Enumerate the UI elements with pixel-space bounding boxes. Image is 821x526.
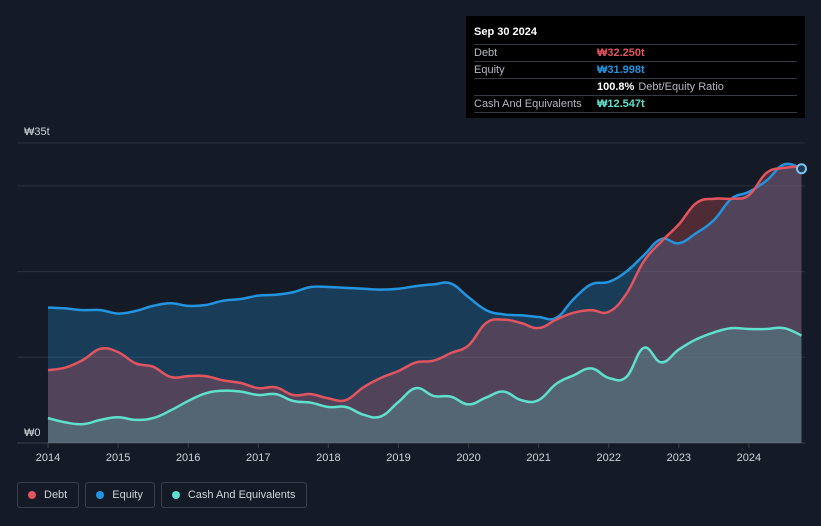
tooltip-label (474, 79, 597, 95)
line-debt (47, 165, 802, 403)
area-debt (48, 166, 802, 443)
legend-dot-icon (96, 491, 105, 499)
grid-lines (17, 142, 805, 444)
legend-dot-icon (28, 491, 36, 499)
tooltip-row-debt: Debt ₩32.250t (474, 44, 797, 61)
line-equity (47, 162, 802, 321)
y-axis: ₩35t ₩0 (24, 126, 50, 439)
x-tick-label: 2015 (106, 452, 130, 464)
x-axis: 2014 2015 2016 2017 2018 2019 2020 2021 2022 2023… (36, 443, 761, 464)
y-tick-label: ₩35t (24, 126, 50, 138)
legend-label: Cash And Equivalents (187, 489, 296, 501)
legend-label: Equity (112, 489, 143, 501)
legend-item-equity[interactable]: Equity (85, 482, 155, 508)
x-tick-label: 2014 (36, 452, 60, 464)
series-areas (48, 163, 802, 443)
x-tick-label: 2022 (596, 452, 620, 464)
legend-dot-icon (171, 491, 180, 499)
tooltip-value: ₩31.998t (597, 64, 645, 76)
tooltip-value: 100.8% (597, 81, 635, 93)
x-tick-label: 2021 (526, 452, 550, 464)
end-marker (795, 163, 807, 175)
legend-item-cash[interactable]: Cash And Equivalents (160, 482, 308, 508)
tooltip-label: Cash And Equivalents (474, 98, 582, 110)
x-tick-label: 2016 (176, 452, 200, 464)
x-tick-label: 2024 (737, 452, 761, 464)
tooltip-panel: Sep 30 2024 Debt ₩32.250t Equity ₩31.998… (466, 16, 805, 118)
tooltip-value: ₩32.250t (597, 47, 645, 59)
legend: Debt Equity Cash And Equivalents (17, 482, 308, 508)
x-tick-label: 2019 (386, 452, 410, 464)
area-cash-and-equivalents (48, 327, 802, 443)
series-lines (47, 162, 803, 426)
tooltip-label: Debt (474, 47, 498, 59)
area-equity (48, 163, 802, 443)
x-tick-label: 2018 (316, 452, 340, 464)
line-cash-and-equivalents (47, 326, 803, 426)
tooltip-label: Equity (474, 64, 505, 76)
x-tick-label: 2017 (246, 452, 270, 464)
equity-end-point (795, 163, 807, 175)
tooltip-row-equity: Equity ₩31.998t (474, 61, 797, 78)
y-tick-label: ₩0 (24, 427, 41, 439)
x-tick-label: 2023 (667, 452, 691, 464)
x-tick-label: 2020 (456, 452, 480, 464)
legend-item-debt[interactable]: Debt (17, 482, 80, 508)
tooltip-suffix: Debt/Equity Ratio (638, 81, 724, 93)
tooltip-date: Sep 30 2024 (474, 26, 537, 38)
tooltip-row-ratio: 100.8% Debt/Equity Ratio (474, 78, 797, 95)
tooltip-row-cash: Cash And Equivalents ₩12.547t (474, 95, 797, 113)
legend-label: Debt (44, 489, 68, 501)
tooltip-value: ₩12.547t (597, 98, 645, 110)
